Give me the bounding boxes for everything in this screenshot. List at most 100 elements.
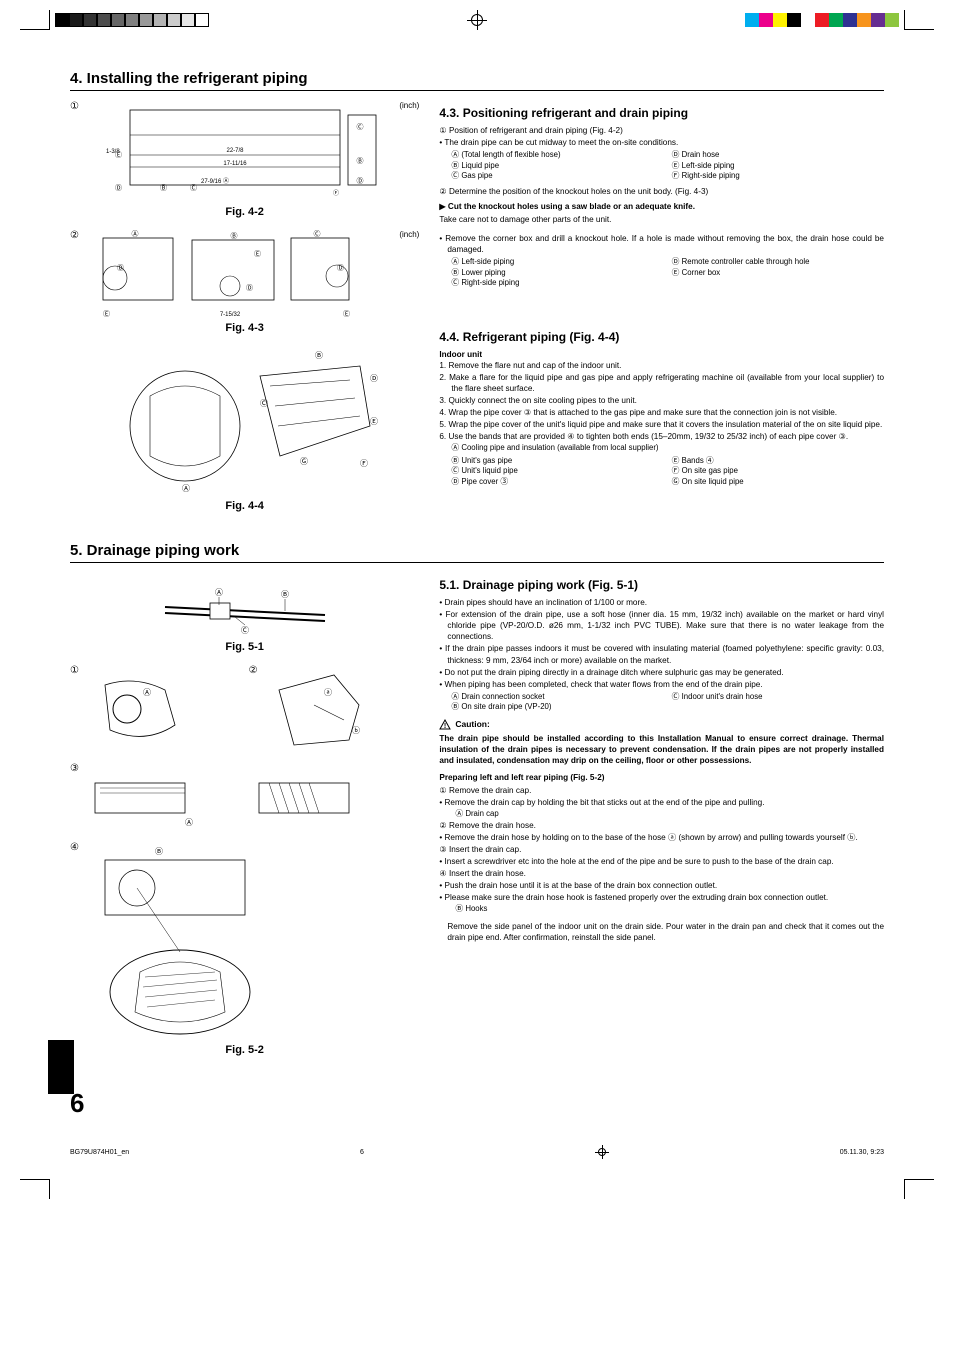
circled-3: ③ <box>70 763 79 833</box>
s51-b5: • When piping has been completed, check … <box>439 679 884 690</box>
crosshair-footer-icon <box>595 1145 609 1159</box>
legend-item: Ⓐ Cooling pipe and insulation (available… <box>451 443 884 454</box>
svg-text:Ⓓ: Ⓓ <box>370 374 378 383</box>
section-5-columns: Ⓐ Ⓑ Ⓒ Fig. 5-1 ① Ⓐ ② <box>70 573 884 1068</box>
svg-text:7-15/32: 7-15/32 <box>220 312 241 318</box>
s44-n1: 1. Remove the flare nut and cap of the i… <box>439 360 884 371</box>
svg-text:ⓑ: ⓑ <box>352 726 360 735</box>
legend-item: Ⓒ Unit's liquid pipe <box>451 466 663 477</box>
svg-text:Ⓑ: Ⓑ <box>281 590 289 599</box>
footer-timestamp: 05.11.30, 9:23 <box>840 1149 884 1156</box>
legend-item: Ⓐ (Total length of flexible hose) <box>451 150 663 161</box>
s44-n5: 5. Wrap the pipe cover of the unit's liq… <box>439 419 884 430</box>
fig-4-4-caption: Fig. 4-4 <box>70 500 419 512</box>
svg-text:Ⓔ: Ⓔ <box>370 417 378 426</box>
reg-right <box>745 10 934 30</box>
s51-b4: • Do not put the drain piping directly i… <box>439 667 884 678</box>
inch-label: (inch) <box>399 101 419 110</box>
svg-text:22-7/8: 22-7/8 <box>227 148 245 154</box>
fig-4-3-caption: Fig. 4-3 <box>70 322 419 334</box>
s51-b3: • If the drain pipe passes indoors it mu… <box>439 643 884 665</box>
s44-n6: 6. Use the bands that are provided ④ to … <box>439 431 884 442</box>
inch-label-2: (inch) <box>399 230 419 239</box>
section-4-title: 4. Installing the refrigerant piping <box>70 70 884 91</box>
grayscale-bar <box>55 13 209 27</box>
s44-legend: Ⓑ Unit's gas pipe Ⓔ Bands ④ Ⓒ Unit's liq… <box>439 456 884 488</box>
legend-item: Ⓑ Unit's gas pipe <box>451 456 663 467</box>
legend-item: Ⓕ Right-side piping <box>672 171 884 182</box>
s43-legend2: Ⓐ Left-side piping Ⓓ Remote controller c… <box>439 257 884 289</box>
legend-item: Ⓒ Indoor unit's drain hose <box>672 692 884 703</box>
svg-text:Ⓒ: Ⓒ <box>357 123 364 131</box>
svg-text:Ⓓ: Ⓓ <box>115 184 122 192</box>
svg-text:Ⓑ: Ⓑ <box>357 157 364 165</box>
p2: ② Remove the drain hose. <box>439 820 884 831</box>
caution-body: The drain pipe should be installed accor… <box>439 733 884 766</box>
svg-text:27-9/16 Ⓐ: 27-9/16 Ⓐ <box>201 177 229 185</box>
crop-mark-br <box>904 1179 934 1199</box>
svg-text:ⓐ: ⓐ <box>324 688 332 697</box>
s51-b2: • For extension of the drain pipe, use a… <box>439 609 884 642</box>
fig52-panel-2: ② ⓐⓑ <box>249 665 420 755</box>
p3: ③ Insert the drain cap. <box>439 844 884 855</box>
caution-label: Caution: <box>455 719 489 730</box>
svg-text:Ⓔ: Ⓔ <box>343 310 350 318</box>
registration-marks-top <box>0 0 954 40</box>
fig52-panel-4: ④ Ⓑ <box>70 842 419 1042</box>
heading-4-3: 4.3. Positioning refrigerant and drain p… <box>439 105 884 121</box>
s43-line5: • Remove the corner box and drill a knoc… <box>439 233 884 255</box>
s44-n2: 2. Make a flare for the liquid pipe and … <box>439 372 884 394</box>
svg-text:Ⓖ: Ⓖ <box>300 457 308 466</box>
page-footer: BG79U874H01_en 6 05.11.30, 9:23 <box>0 1139 954 1179</box>
figure-4-3-panel-c: Ⓒ Ⓓ Ⓔ <box>287 230 367 320</box>
svg-text:Ⓓ: Ⓓ <box>117 264 124 272</box>
legend-item: Ⓒ Gas pipe <box>451 171 663 182</box>
circled-1: ① <box>70 101 79 112</box>
section-5-title: 5. Drainage piping work <box>70 542 884 563</box>
legend-item: Ⓓ Pipe cover ③ <box>451 477 663 488</box>
svg-text:Ⓐ: Ⓐ <box>182 484 190 493</box>
fig-5-2-caption: Fig. 5-2 <box>70 1044 419 1056</box>
s43-legend1: Ⓐ (Total length of flexible hose) Ⓓ Drai… <box>439 150 884 182</box>
crop-mark-bl <box>20 1179 50 1199</box>
svg-text:Ⓕ: Ⓕ <box>360 459 368 468</box>
svg-text:Ⓐ: Ⓐ <box>185 818 193 827</box>
svg-text:1-3/8: 1-3/8 <box>106 149 120 155</box>
prep-heading: Preparing left and left rear piping (Fig… <box>439 772 884 783</box>
svg-text:Ⓑ: Ⓑ <box>155 847 163 856</box>
legend-item: Ⓑ Liquid pipe <box>451 161 663 172</box>
svg-text:Ⓒ: Ⓒ <box>241 626 249 635</box>
svg-text:Ⓑ: Ⓑ <box>160 184 167 192</box>
svg-text:!: ! <box>444 723 446 730</box>
crosshair-icon <box>467 10 487 30</box>
figure-4-3-panel-b: Ⓑ Ⓔ Ⓓ 7-15/32 <box>186 230 281 320</box>
legend-item: Ⓑ Lower piping <box>451 268 663 279</box>
circled-2: ② <box>70 230 79 241</box>
fig-5-1-caption: Fig. 5-1 <box>70 641 419 653</box>
p4c: Ⓑ Hooks <box>439 904 884 915</box>
p1b: Ⓐ Drain cap <box>439 809 884 820</box>
s51-b1: • Drain pipes should have an inclination… <box>439 597 884 608</box>
svg-text:Ⓒ: Ⓒ <box>313 230 320 238</box>
svg-text:Ⓔ: Ⓔ <box>254 250 261 258</box>
s51-legend: Ⓐ Drain connection socket Ⓒ Indoor unit'… <box>439 692 884 713</box>
s44-n4: 4. Wrap the pipe cover ③ that is attache… <box>439 407 884 418</box>
svg-text:Ⓐ: Ⓐ <box>215 588 223 597</box>
caution-heading: ! Caution: <box>439 719 884 731</box>
s43-line4: Take care not to damage other parts of t… <box>439 214 884 225</box>
p3a: • Insert a screwdriver etc into the hole… <box>439 856 884 867</box>
fig52-panel-3b <box>249 763 420 838</box>
footer-page-num: 6 <box>360 1149 364 1156</box>
page-content: 4. Installing the refrigerant piping ① Ⓒ… <box>0 40 954 1139</box>
section-4-columns: ① Ⓒ Ⓑ Ⓓ Ⓔ Ⓓ Ⓑ Ⓒ 22-7/8 17-11/16 27-9 <box>70 101 884 524</box>
svg-text:Ⓔ: Ⓔ <box>103 310 110 318</box>
svg-text:Ⓑ: Ⓑ <box>230 232 237 240</box>
section-5-right: 5.1. Drainage piping work (Fig. 5-1) • D… <box>439 573 884 1068</box>
legend-item: Ⓔ Left-side piping <box>672 161 884 172</box>
legend-item: Ⓓ Remote controller cable through hole <box>672 257 884 268</box>
circled-4: ④ <box>70 842 79 1042</box>
svg-text:Ⓕ: Ⓕ <box>333 189 339 197</box>
fig-4-2-caption: Fig. 4-2 <box>70 206 419 218</box>
svg-text:Ⓒ: Ⓒ <box>190 184 197 192</box>
circled-1: ① <box>70 665 79 755</box>
